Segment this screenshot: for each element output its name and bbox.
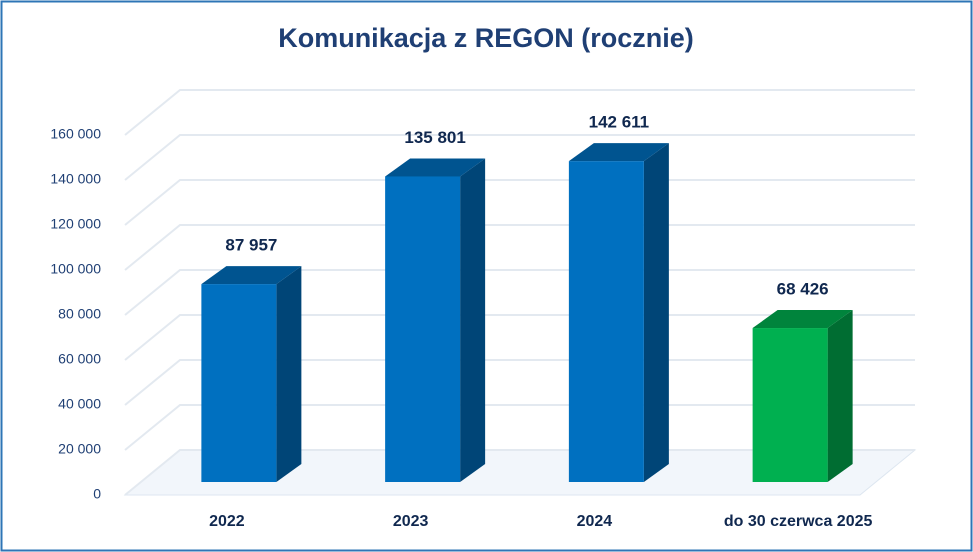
grid-line bbox=[124, 134, 915, 181]
x-tick-label: do 30 czerwca 2025 bbox=[724, 513, 873, 530]
bar bbox=[201, 284, 277, 482]
grid-line bbox=[124, 449, 915, 496]
y-tick-label: 140 000 bbox=[50, 171, 101, 187]
grid-line bbox=[124, 404, 915, 451]
grid-line bbox=[124, 89, 915, 136]
bar-top bbox=[568, 143, 669, 162]
bar bbox=[385, 176, 461, 482]
y-tick-label: 0 bbox=[93, 486, 101, 502]
value-label: 87 957 bbox=[225, 236, 277, 255]
value-label: 68 426 bbox=[777, 280, 829, 299]
bar-top bbox=[752, 310, 853, 329]
bar-side bbox=[643, 143, 669, 482]
grid-line bbox=[124, 269, 915, 316]
grid-line bbox=[124, 314, 915, 361]
grid-line bbox=[124, 359, 915, 406]
y-tick-label: 80 000 bbox=[58, 306, 101, 322]
value-label: 135 801 bbox=[404, 128, 465, 147]
x-tick-label: 2022 bbox=[209, 513, 245, 530]
y-tick-label: 20 000 bbox=[58, 441, 101, 457]
grid-line bbox=[124, 179, 915, 226]
bar-top bbox=[201, 266, 302, 285]
y-tick-label: 120 000 bbox=[50, 216, 101, 232]
x-tick-label: 2023 bbox=[393, 513, 429, 530]
y-tick-label: 160 000 bbox=[50, 126, 101, 142]
y-tick-label: 100 000 bbox=[50, 261, 101, 277]
bar-side bbox=[276, 266, 302, 482]
y-tick-label: 40 000 bbox=[58, 396, 101, 412]
chart-title: Komunikacja z REGON (rocznie) bbox=[278, 23, 694, 53]
grid-line bbox=[124, 224, 915, 271]
bar bbox=[752, 328, 828, 482]
bar-top bbox=[385, 158, 486, 177]
bar-side bbox=[827, 310, 853, 482]
y-tick-label: 60 000 bbox=[58, 351, 101, 367]
value-label: 142 611 bbox=[589, 113, 650, 132]
x-tick-label: 2024 bbox=[577, 513, 613, 530]
bar-side bbox=[460, 158, 486, 482]
bar bbox=[568, 161, 644, 482]
